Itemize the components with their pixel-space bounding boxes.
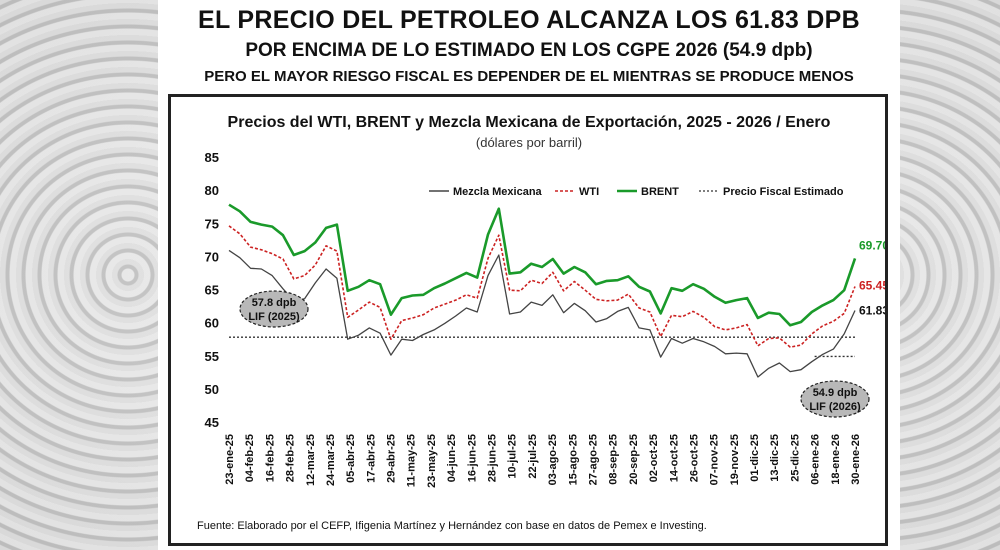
y-tick-label: 80 (205, 183, 219, 198)
x-tick-label: 01-dic-25 (749, 434, 761, 482)
legend-wti-label: WTI (579, 186, 599, 198)
x-tick-label: 05-abr-25 (345, 434, 357, 483)
badge-lif-2026-line1: 54.9 dpb (813, 387, 858, 399)
mezcla-line (228, 249, 856, 378)
badge-lif-2026-line2: LIF (2026) (809, 401, 861, 413)
end-label-brent: 69.70 (859, 238, 885, 252)
infographic-panel: EL PRECIO DEL PETROLEO ALCANZA LOS 61.83… (158, 0, 900, 550)
chart-title: Precios del WTI, BRENT y Mezcla Mexicana… (228, 114, 831, 131)
x-tick-label: 26-oct-25 (688, 434, 700, 482)
chart-subtitle: (dólares por barril) (476, 135, 582, 150)
x-tick-label: 30-ene-26 (850, 434, 862, 485)
oil-price-line-chart: Precios del WTI, BRENT y Mezcla Mexicana… (197, 114, 885, 532)
x-tick-label: 18-ene-26 (830, 434, 842, 485)
badge-lif-2025 (239, 290, 309, 328)
chart-frame: Precios del WTI, BRENT y Mezcla Mexicana… (168, 94, 888, 546)
x-tick-label: 08-sep-25 (608, 434, 620, 485)
x-tick-label: 02-oct-25 (648, 434, 660, 482)
x-tick-label: 03-ago-25 (547, 434, 559, 485)
y-tick-label: 75 (205, 216, 219, 231)
y-tick-label: 60 (205, 316, 219, 331)
x-tick-label: 19-nov-25 (729, 434, 741, 485)
x-tick-label: 17-abr-25 (365, 434, 377, 483)
x-tick-label: 22-jul-25 (527, 434, 539, 479)
x-tick-label: 28-feb-25 (285, 434, 297, 482)
badge-lif-2025-line2: LIF (2025) (248, 311, 300, 323)
y-tick-label: 50 (205, 382, 219, 397)
x-tick-label: 28-jun-25 (487, 434, 499, 482)
headline-title: EL PRECIO DEL PETROLEO ALCANZA LOS 61.83… (198, 6, 860, 34)
brent-line (228, 203, 857, 327)
end-label-wti: 65.45 (859, 279, 885, 293)
x-tick-label: 25-dic-25 (789, 434, 801, 482)
end-label-mezcla: 61.83 (859, 304, 885, 318)
x-tick-label: 27-ago-25 (587, 434, 599, 485)
x-tick-label: 10-jul-25 (507, 434, 519, 479)
x-tick-label: 24-mar-25 (325, 434, 337, 486)
headline-subtitle: POR ENCIMA DE LO ESTIMADO EN LOS CGPE 20… (245, 40, 813, 61)
y-tick-label: 70 (205, 249, 219, 264)
y-tick-label: 55 (205, 349, 219, 364)
x-tick-label: 29-abr-25 (386, 434, 398, 483)
legend-mezcla-label: Mezcla Mexicana (453, 186, 543, 198)
source-note: Fuente: Elaborado por el CEFP, Ifigenia … (197, 520, 707, 532)
x-tick-label: 23-may-25 (426, 434, 438, 488)
headline-subtitle-2: PERO EL MAYOR RIESGO FISCAL ES DEPENDER … (204, 68, 854, 85)
x-tick-label: 15-ago-25 (567, 434, 579, 485)
x-tick-label: 07-nov-25 (709, 434, 721, 485)
legend-brent-label: BRENT (641, 186, 679, 198)
left-blurred-background (0, 0, 160, 550)
badge-lif-2025-line1: 57.8 dpb (252, 297, 297, 309)
x-tick-label: 04-feb-25 (244, 434, 256, 482)
legend-fiscal-label: Precio Fiscal Estimado (723, 186, 844, 198)
x-tick-label: 11-may-25 (406, 434, 418, 487)
x-tick-label: 14-oct-25 (668, 434, 680, 482)
y-tick-label: 65 (205, 283, 219, 298)
x-tick-label: 06-ene-26 (810, 434, 822, 485)
y-tick-label: 85 (205, 150, 219, 165)
x-tick-label: 16-jun-25 (466, 434, 478, 482)
x-tick-label: 16-feb-25 (264, 434, 276, 482)
badge-lif-2026 (800, 380, 870, 418)
x-tick-label: 20-sep-25 (628, 434, 640, 485)
x-tick-label: 13-dic-25 (769, 434, 781, 482)
x-tick-label: 23-ene-25 (224, 434, 236, 485)
wti-line (228, 225, 856, 348)
x-tick-label: 04-jun-25 (446, 434, 458, 482)
y-tick-label: 45 (205, 415, 219, 430)
x-tick-label: 12-mar-25 (305, 434, 317, 486)
